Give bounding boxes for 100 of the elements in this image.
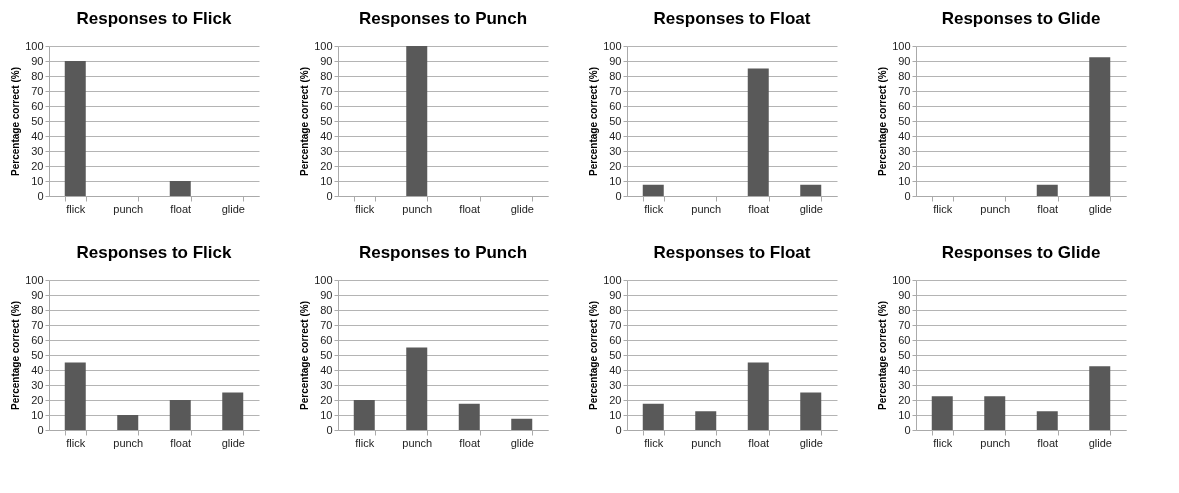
y-tick-label: 0 [904,423,911,436]
y-tick-label: 20 [320,159,333,172]
y-tick-label: 70 [898,318,911,331]
y-tick-label: 40 [320,363,333,376]
y-tick-label: 0 [37,423,44,436]
chart-title: Responses to Flick [76,243,233,262]
y-tick-label: 0 [326,423,333,436]
y-tick-label: 60 [609,333,622,346]
bar [984,396,1006,430]
y-tick-label: 50 [31,114,44,127]
y-tick-label: 70 [320,318,333,331]
bar [1036,411,1058,430]
y-tick-label: 0 [326,189,333,202]
y-axis-title: Percentage correct (%) [877,301,889,410]
y-tick-label: 80 [31,303,44,316]
x-tick-label: glide [221,202,245,215]
y-tick-label: 90 [31,288,44,301]
y-tick-label: 90 [609,54,622,67]
y-tick-label: 50 [609,114,622,127]
y-tick-label: 10 [609,408,622,421]
bar [1089,366,1111,430]
y-tick-label: 50 [31,348,44,361]
x-tick-label: flick [933,436,953,449]
bar [695,411,717,430]
y-tick-label: 100 [603,273,622,286]
y-tick-label: 20 [31,159,44,172]
y-tick-label: 70 [609,84,622,97]
bar [931,396,953,430]
x-tick-label: flick [355,202,375,215]
x-tick-label: glide [510,202,534,215]
y-tick-label: 100 [892,273,911,286]
bar [800,392,822,430]
y-tick-label: 100 [892,39,911,52]
x-tick-label: punch [980,202,1011,215]
chart-title: Responses to Punch [358,9,528,28]
x-tick-label: glide [1088,436,1112,449]
y-tick-label: 20 [898,159,911,172]
y-axis-title: Percentage correct (%) [10,301,22,410]
y-tick-label: 80 [609,69,622,82]
y-tick-label: 60 [898,333,911,346]
bar [511,418,533,430]
bar [64,362,86,430]
chart-title: Responses to Flick [76,9,233,28]
y-tick-label: 0 [615,189,622,202]
x-tick-label: glide [799,436,823,449]
y-tick-label: 30 [609,144,622,157]
y-tick-label: 40 [31,363,44,376]
y-tick-label: 40 [31,129,44,142]
y-tick-label: 100 [25,273,44,286]
y-tick-label: 60 [320,333,333,346]
y-tick-label: 0 [904,189,911,202]
y-tick-label: 90 [898,288,911,301]
bar [747,362,769,430]
x-tick-label: punch [691,436,722,449]
y-tick-label: 10 [898,174,911,187]
y-tick-label: 10 [898,408,911,421]
x-tick-label: punch [113,436,144,449]
bar [169,400,191,430]
y-tick-label: 50 [898,348,911,361]
y-tick-label: 80 [609,303,622,316]
x-tick-label: punch [402,436,433,449]
x-tick-label: punch [113,202,144,215]
y-axis-title: Percentage correct (%) [588,67,600,176]
y-tick-label: 60 [31,333,44,346]
y-tick-label: 40 [609,363,622,376]
y-tick-label: 30 [320,378,333,391]
chart-title: Responses to Punch [358,243,528,262]
y-axis-title: Percentage correct (%) [877,67,889,176]
y-tick-label: 70 [320,84,333,97]
y-tick-label: 10 [31,174,44,187]
y-tick-label: 80 [898,69,911,82]
y-tick-label: 30 [320,144,333,157]
y-tick-label: 100 [314,39,333,52]
x-tick-label: flick [644,436,664,449]
y-axis-title: Percentage correct (%) [299,67,311,176]
y-axis-title: Percentage correct (%) [299,301,311,410]
y-tick-label: 10 [31,408,44,421]
y-tick-label: 100 [25,39,44,52]
x-tick-label: float [170,202,192,215]
y-tick-label: 40 [898,129,911,142]
y-tick-label: 100 [603,39,622,52]
y-tick-label: 20 [609,159,622,172]
y-tick-label: 90 [320,288,333,301]
y-tick-label: 90 [31,54,44,67]
x-tick-label: flick [933,202,953,215]
y-tick-label: 70 [609,318,622,331]
x-tick-label: punch [402,202,433,215]
chart-title: Responses to Float [653,9,811,28]
x-tick-label: float [1037,202,1059,215]
y-tick-label: 40 [898,363,911,376]
y-tick-label: 60 [320,99,333,112]
x-tick-label: float [459,436,481,449]
y-tick-label: 20 [320,393,333,406]
y-tick-label: 50 [320,348,333,361]
y-tick-label: 70 [31,84,44,97]
y-tick-label: 50 [320,114,333,127]
x-tick-label: glide [1088,202,1112,215]
chart-title: Responses to Glide [941,243,1101,262]
y-tick-label: 20 [31,393,44,406]
bar [353,400,375,430]
